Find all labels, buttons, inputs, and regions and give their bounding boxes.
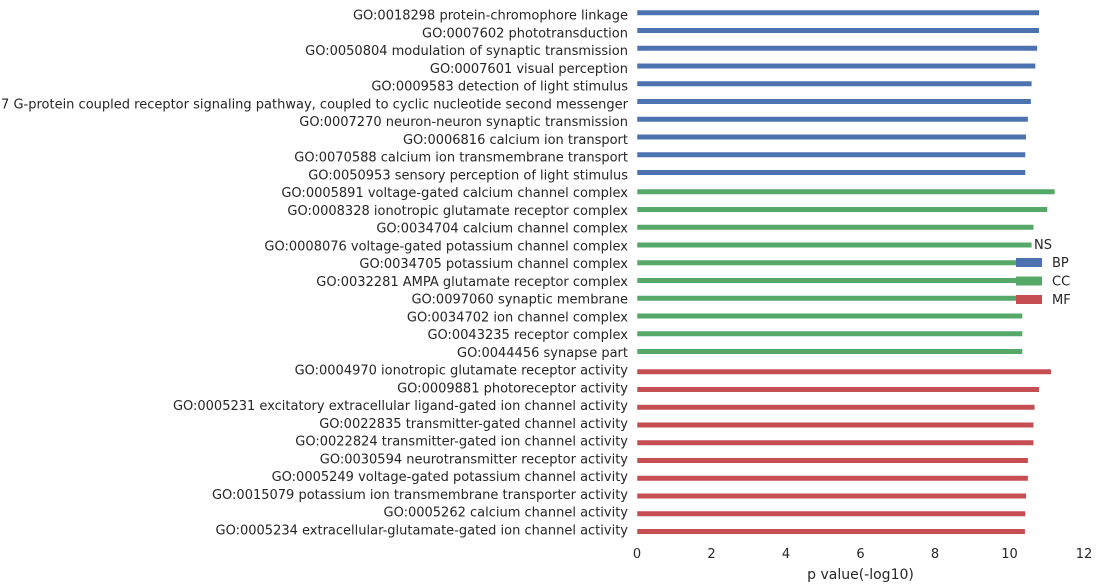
category-label: GO:0050804 modulation of synaptic transm… <box>305 44 628 59</box>
category-label: GO:0005891 voltage-gated calcium channel… <box>281 186 628 201</box>
category-label: GO:0022824 transmitter-gated ion channel… <box>295 435 628 450</box>
category-label: GO:0018298 protein-chromophore linkage <box>353 9 628 24</box>
bar-mf <box>636 404 1036 411</box>
bar-mf <box>636 439 1034 446</box>
bar-mf <box>636 510 1026 517</box>
bar-bp <box>636 151 1026 158</box>
bar-bp <box>636 116 1029 123</box>
legend-swatch-mf <box>1016 295 1042 304</box>
category-label: GO:0005249 voltage-gated potassium chann… <box>272 470 629 485</box>
bar-bp <box>636 169 1026 176</box>
bar-mf <box>636 386 1040 393</box>
bar-bp <box>636 63 1036 69</box>
category-label: GO:0007602 phototransduction <box>422 26 628 41</box>
bar-cc <box>636 313 1023 319</box>
bar-mf <box>636 368 1052 375</box>
legend-swatch-bp <box>1016 258 1042 267</box>
bar-mf <box>636 457 1029 464</box>
bar-cc <box>636 206 1048 213</box>
category-label: GO:0050953 sensory perception of light s… <box>308 168 628 183</box>
category-label: GO:0006816 calcium ion transport <box>403 133 628 148</box>
bar-bp <box>636 134 1027 140</box>
bar-cc <box>636 259 1031 266</box>
x-tick-label: 0 <box>633 547 641 562</box>
bar-cc <box>636 224 1034 231</box>
legend-label-cc: CC <box>1052 275 1070 290</box>
category-label: GO:0007601 visual perception <box>430 62 628 77</box>
bar-bp <box>636 27 1040 34</box>
x-axis-title: p value(-log10) <box>807 567 914 583</box>
bar-cc <box>636 242 1033 248</box>
category-label: GO:0022835 transmitter-gated channel act… <box>319 417 628 432</box>
legend-swatch-cc <box>1016 276 1042 286</box>
bar-mf <box>636 528 1026 535</box>
bar-mf <box>636 475 1029 482</box>
category-label: GO:0097060 synaptic membrane <box>411 293 628 308</box>
category-label: GO:0032281 AMPA glutamate receptor compl… <box>316 275 628 290</box>
legend: NS BP CC MF <box>1016 238 1071 308</box>
category-label: GO:0070588 calcium ion transmembrane tra… <box>294 151 628 166</box>
legend-label-bp: BP <box>1052 256 1069 271</box>
x-tick-label: 6 <box>856 547 864 562</box>
category-label: GO:0004970 ionotropic glutamate receptor… <box>295 364 629 379</box>
x-tick-label: 12 <box>1076 547 1093 562</box>
x-tick-label: 4 <box>782 547 790 562</box>
x-tick-label: 2 <box>707 547 715 562</box>
category-label: GO:0005234 extracellular-glutamate-gated… <box>216 523 629 538</box>
bar-bp <box>636 45 1038 52</box>
bar-mf <box>636 493 1027 499</box>
category-label: GO:0043235 receptor complex <box>427 328 628 343</box>
bar-cc <box>636 348 1023 355</box>
category-label: GO:0034702 ion channel complex <box>407 310 628 325</box>
bar-bp <box>636 80 1033 87</box>
category-label: GO:0008328 ionotropic glutamate receptor… <box>287 204 628 219</box>
bar-mf <box>636 422 1034 428</box>
category-label: GO:0009583 detection of light stimulus <box>371 80 628 95</box>
category-label: GO:0044456 synapse part <box>457 346 628 361</box>
category-label: GO:0009881 photoreceptor activity <box>397 381 628 396</box>
category-label: GO:0030594 neurotransmitter receptor act… <box>320 452 629 467</box>
category-label: GO:0007270 neuron-neuron synaptic transm… <box>299 115 628 130</box>
x-tick-label: 8 <box>931 547 939 562</box>
category-label: GO:0005231 excitatory extracellular liga… <box>173 399 628 414</box>
category-label: GO:0005262 calcium channel activity <box>384 506 629 521</box>
legend-title: NS <box>1034 238 1052 253</box>
category-label: GO:0034704 calcium channel complex <box>376 222 628 237</box>
bar-cc <box>636 277 1029 284</box>
category-label: GO:0007187 G-protein coupled receptor si… <box>0 97 629 112</box>
x-axis-ticks: 0 2 4 6 8 10 12 <box>633 547 1092 562</box>
bar-cc <box>636 188 1056 195</box>
bar-cc <box>636 295 1025 302</box>
legend-label-mf: MF <box>1052 293 1071 308</box>
category-label: GO:0008076 voltage-gated potassium chann… <box>264 239 628 254</box>
bar-bp <box>636 98 1032 105</box>
x-tick-label: 10 <box>1001 547 1018 562</box>
bar-bp <box>636 9 1040 16</box>
bar-cc <box>636 330 1023 337</box>
category-label: GO:0015079 potassium ion transmembrane t… <box>212 488 628 503</box>
category-labels: GO:0018298 protein-chromophore linkage GO… <box>0 9 629 539</box>
category-label: GO:0034705 potassium channel complex <box>359 257 628 272</box>
bars-group <box>636 9 1056 535</box>
